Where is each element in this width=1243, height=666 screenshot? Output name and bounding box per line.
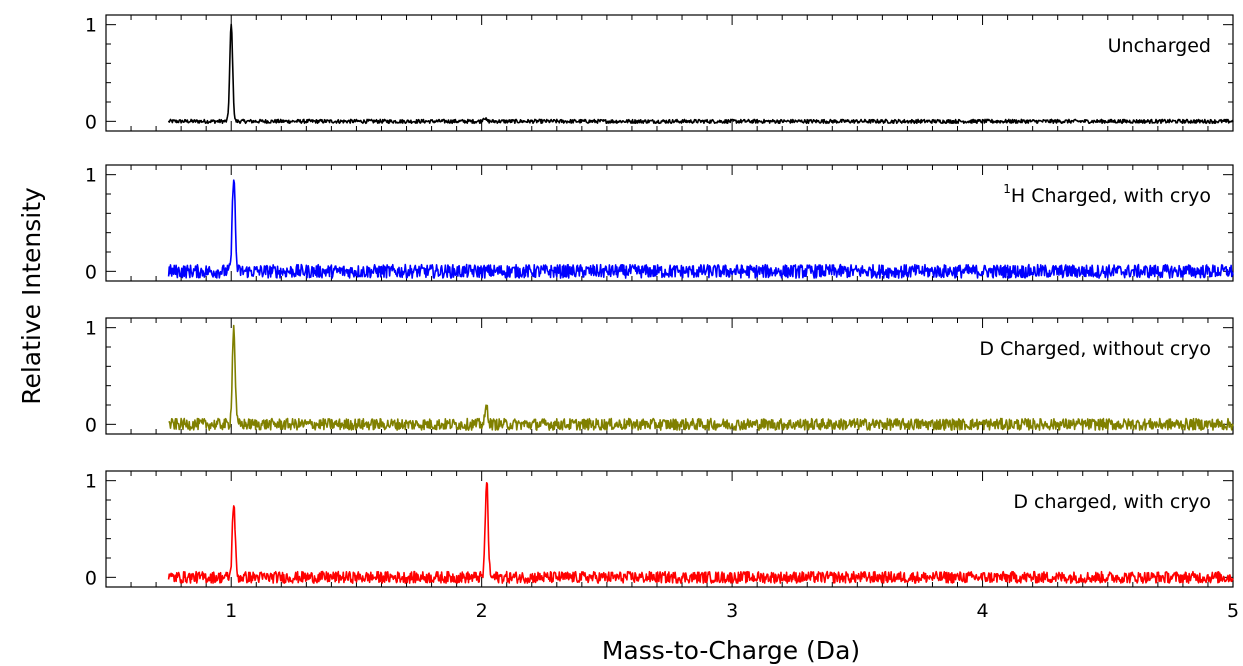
series-line xyxy=(167,481,1234,584)
y-tick-label: 1 xyxy=(85,471,97,493)
series-line xyxy=(167,179,1234,279)
panel-label-superscript: 1 xyxy=(1003,182,1011,196)
x-tick-label: 2 xyxy=(476,600,488,622)
y-tick-label: 1 xyxy=(85,318,97,340)
panel-frame xyxy=(105,164,1234,282)
y-tick-label: 1 xyxy=(85,165,97,187)
panel-label: 1H Charged, with cryo xyxy=(1003,182,1211,207)
panel-frame xyxy=(105,14,1234,132)
x-tick-labels: 1 2 3 4 5 xyxy=(225,600,1239,622)
x-tick-label: 1 xyxy=(225,600,237,622)
series-line xyxy=(168,324,1234,431)
series-line xyxy=(167,23,1234,125)
x-tick-label: 5 xyxy=(1227,600,1239,622)
panel-frame xyxy=(105,470,1234,588)
y-tick-label: 0 xyxy=(85,414,97,436)
panel-1: 0 1 Uncharged xyxy=(85,14,1234,133)
y-tick-label: 0 xyxy=(85,111,97,133)
y-tick-label: 0 xyxy=(85,567,97,589)
panel-label: Uncharged xyxy=(1108,35,1211,57)
y-axis-title: Relative Intensity xyxy=(17,187,46,405)
panel-label: D charged, with cryo xyxy=(1013,491,1211,513)
panel-label-text: H Charged, with cryo xyxy=(1011,185,1211,207)
panel-label: D Charged, without cryo xyxy=(979,338,1211,360)
y-tick-label: 0 xyxy=(85,261,97,283)
x-tick-label: 3 xyxy=(726,600,738,622)
panel-frame xyxy=(105,317,1234,435)
panel-3: 0 1 D Charged, without cryo xyxy=(85,317,1234,436)
x-axis-title: Mass-to-Charge (Da) xyxy=(602,636,860,665)
panel-4: 0 1 D charged, with cryo xyxy=(85,470,1234,589)
y-tick-label: 1 xyxy=(85,15,97,37)
x-tick-label: 4 xyxy=(977,600,989,622)
